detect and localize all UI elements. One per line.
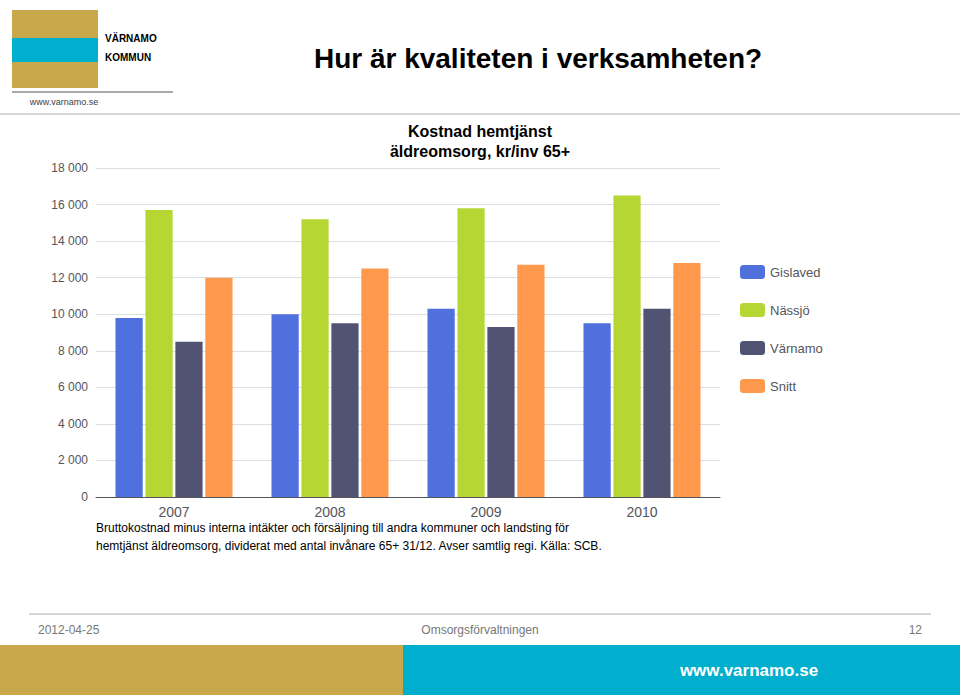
svg-text:0: 0 xyxy=(81,490,88,504)
svg-text:Nässjö: Nässjö xyxy=(770,303,810,318)
svg-text:hemtjänst äldreomsorg, divider: hemtjänst äldreomsorg, dividerat med ant… xyxy=(96,539,602,553)
svg-text:10 000: 10 000 xyxy=(51,307,88,321)
svg-text:14 000: 14 000 xyxy=(51,234,88,248)
svg-text:2009: 2009 xyxy=(470,504,501,520)
svg-text:Värnamo: Värnamo xyxy=(770,341,823,356)
svg-text:Hur är kvaliteten i verksamhet: Hur är kvaliteten i verksamheten? xyxy=(314,43,762,74)
svg-text:Gislaved: Gislaved xyxy=(770,265,821,280)
svg-text:16 000: 16 000 xyxy=(51,198,88,212)
svg-text:äldreomsorg, kr/inv 65+: äldreomsorg, kr/inv 65+ xyxy=(390,143,570,160)
svg-text:4 000: 4 000 xyxy=(58,417,88,431)
svg-text:www.varnamo.se: www.varnamo.se xyxy=(679,661,818,680)
svg-text:18 000: 18 000 xyxy=(51,161,88,175)
svg-text:12 000: 12 000 xyxy=(51,271,88,285)
svg-text:Snitt: Snitt xyxy=(770,379,796,394)
svg-text:12: 12 xyxy=(909,623,923,637)
svg-text:8 000: 8 000 xyxy=(58,344,88,358)
svg-text:VÄRNAMO: VÄRNAMO xyxy=(105,32,157,44)
svg-text:Bruttokostnad minus interna in: Bruttokostnad minus interna intäkter och… xyxy=(96,521,569,535)
svg-text:2008: 2008 xyxy=(314,504,345,520)
svg-text:2010: 2010 xyxy=(626,504,657,520)
svg-text:2007: 2007 xyxy=(158,504,189,520)
svg-text:2012-04-25: 2012-04-25 xyxy=(38,623,100,637)
svg-text:Kostnad hemtjänst: Kostnad hemtjänst xyxy=(408,123,553,140)
svg-text:www.varnamo.se: www.varnamo.se xyxy=(29,97,99,107)
svg-text:2 000: 2 000 xyxy=(58,453,88,467)
svg-text:6 000: 6 000 xyxy=(58,380,88,394)
svg-text:Omsorgsförvaltningen: Omsorgsförvaltningen xyxy=(421,623,538,637)
svg-text:KOMMUN: KOMMUN xyxy=(105,52,151,63)
